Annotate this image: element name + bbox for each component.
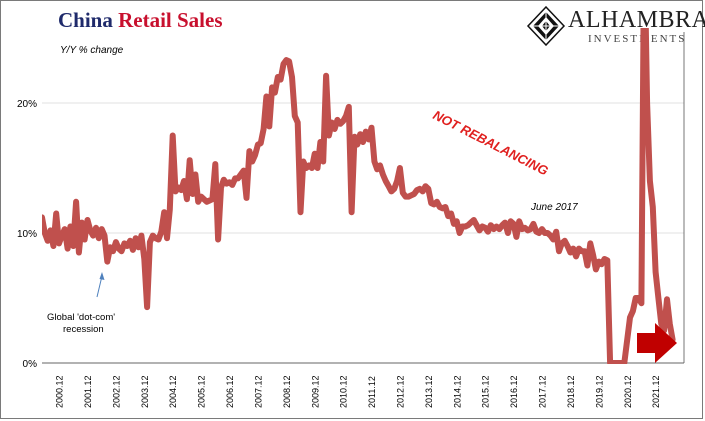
gridlines bbox=[42, 102, 684, 364]
annotation-dotcom-line1: Global 'dot-com' bbox=[47, 312, 115, 323]
x-tick-label: 2011.12 bbox=[367, 376, 377, 408]
x-tick-label: 2013.12 bbox=[424, 375, 434, 408]
chart-title-part1: China bbox=[58, 8, 119, 32]
x-tick-labels: 2000.12 2001.12 2002.12 2003.12 2004.12 2005.… bbox=[55, 375, 662, 408]
logo-subtitle: INVESTMENTS bbox=[588, 33, 687, 45]
x-tick-label: 2000.12 bbox=[55, 375, 65, 408]
annotation-june-2017: June 2017 bbox=[530, 202, 578, 213]
x-tick-label: 2005.12 bbox=[197, 375, 207, 408]
y-tick-label: 20% bbox=[17, 99, 37, 110]
alhambra-logo: ALHAMBRA INVESTMENTS bbox=[526, 6, 705, 46]
dotcom-arrow bbox=[96, 272, 105, 298]
alhambra-logo-mark bbox=[526, 6, 566, 46]
x-tick-label: 2003.12 bbox=[140, 375, 150, 408]
x-tick-label: 2009.12 bbox=[310, 375, 320, 408]
x-tick-label: 2015.12 bbox=[481, 375, 491, 408]
red-arrow-icon bbox=[637, 323, 677, 363]
x-tick-label: 2012.12 bbox=[395, 375, 405, 408]
x-tick-label: 2002.12 bbox=[111, 375, 121, 408]
x-tick-label: 2021.12 bbox=[651, 375, 661, 408]
annotation-dotcom-line2: recession bbox=[63, 324, 104, 335]
y-tick-label: 10% bbox=[17, 229, 37, 240]
x-tick-label: 2004.12 bbox=[168, 375, 178, 408]
x-tick-label: 2014.12 bbox=[452, 375, 462, 408]
annotation-not-rebalancing: NOT REBALANCING bbox=[431, 107, 551, 178]
y-axis-label: Y/Y % change bbox=[60, 45, 124, 56]
x-tick-label: 2018.12 bbox=[566, 375, 576, 408]
x-tick-label: 2016.12 bbox=[509, 375, 519, 408]
chart-title: China Retail Sales bbox=[58, 8, 223, 33]
x-tick-label: 2008.12 bbox=[282, 375, 292, 408]
x-tick-label: 2007.12 bbox=[253, 375, 263, 408]
logo-name: ALHAMBRA bbox=[568, 7, 705, 33]
x-tick-label: 2017.12 bbox=[538, 375, 548, 408]
x-tick-label: 2001.12 bbox=[83, 375, 93, 408]
x-tick-label: 2010.12 bbox=[339, 375, 349, 408]
x-tick-label: 2006.12 bbox=[225, 375, 235, 408]
y-tick-label: 0% bbox=[23, 359, 38, 370]
x-tick-label: 2020.12 bbox=[623, 375, 633, 408]
chart-title-part2: Retail Sales bbox=[118, 8, 223, 32]
x-tick-label: 2019.12 bbox=[594, 375, 604, 408]
retail-sales-line bbox=[42, 28, 676, 364]
y-tick-labels: 0% 10% 20% bbox=[17, 99, 37, 370]
